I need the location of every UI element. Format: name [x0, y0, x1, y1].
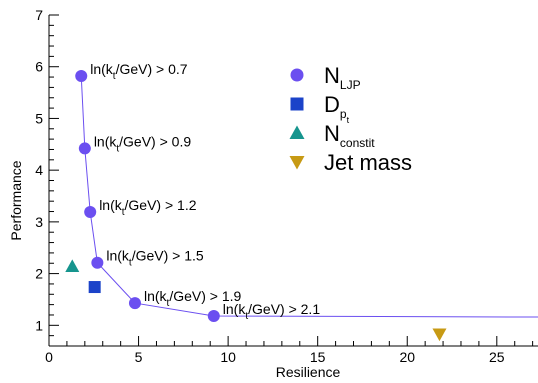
data-point [207, 310, 220, 323]
point-annotation: ln(kt/GeV) > 1.9 [144, 288, 242, 309]
legend-marker [289, 125, 305, 139]
x-tick-label: 25 [489, 349, 505, 365]
point-annotation: ln(kt/GeV) > 0.9 [94, 133, 192, 154]
y-axis-title: Performance [8, 160, 24, 240]
data-point [128, 297, 141, 310]
y-tick-label: 4 [35, 162, 43, 178]
legend-label: Dpt [324, 92, 350, 125]
series-layer: ln(kt/GeV) > 0.7 ln(kt/GeV) > 0.9 ln(kt/Ge… [65, 61, 538, 342]
y-tick-label: 1 [35, 317, 43, 333]
legend-marker [289, 156, 305, 170]
legend-label: Jet mass [324, 150, 412, 175]
legend-entry: Nconstit [289, 121, 375, 150]
data-point [78, 142, 91, 155]
series-3 [432, 328, 447, 342]
point-annotation: ln(kt/GeV) > 0.7 [90, 61, 188, 82]
data-point [91, 256, 104, 269]
point-annotation: ln(kt/GeV) > 1.5 [106, 248, 204, 269]
y-tick-label: 5 [35, 110, 43, 126]
y-tick-label: 6 [35, 59, 43, 75]
x-tick-label: 20 [399, 349, 415, 365]
series-1 [88, 281, 101, 294]
legend-entry: Dpt [290, 92, 350, 125]
x-axis-title: Resilience [276, 364, 341, 380]
legend-entry: Jet mass [289, 150, 412, 175]
legend-entry: NLJP [290, 63, 361, 92]
series-2 [65, 259, 80, 272]
legend-marker [290, 68, 304, 82]
x-tick-label: 10 [220, 349, 236, 365]
legend-label: NLJP [324, 63, 361, 92]
y-tick-label: 2 [35, 266, 43, 282]
data-point [84, 206, 97, 219]
axes: 0 5 10 15 20 25 1 2 3 4 5 6 7 Resilience Performance [8, 7, 538, 380]
point-annotation: ln(kt/GeV) > 2.1 [223, 301, 321, 322]
point-annotation: ln(kt/GeV) > 1.2 [99, 197, 197, 218]
x-tick-label: 0 [45, 349, 53, 365]
data-point [65, 259, 80, 272]
legend-label: Nconstit [324, 121, 375, 150]
legend-marker [290, 97, 304, 111]
y-tick-label: 7 [35, 7, 43, 23]
data-point [75, 70, 88, 83]
data-point [432, 328, 447, 342]
x-tick-label: 15 [310, 349, 326, 365]
x-tick-label: 5 [135, 349, 143, 365]
series-0: ln(kt/GeV) > 0.7 ln(kt/GeV) > 0.9 ln(kt/Ge… [75, 61, 538, 323]
data-point [88, 281, 101, 294]
y-tick-label: 3 [35, 214, 43, 230]
